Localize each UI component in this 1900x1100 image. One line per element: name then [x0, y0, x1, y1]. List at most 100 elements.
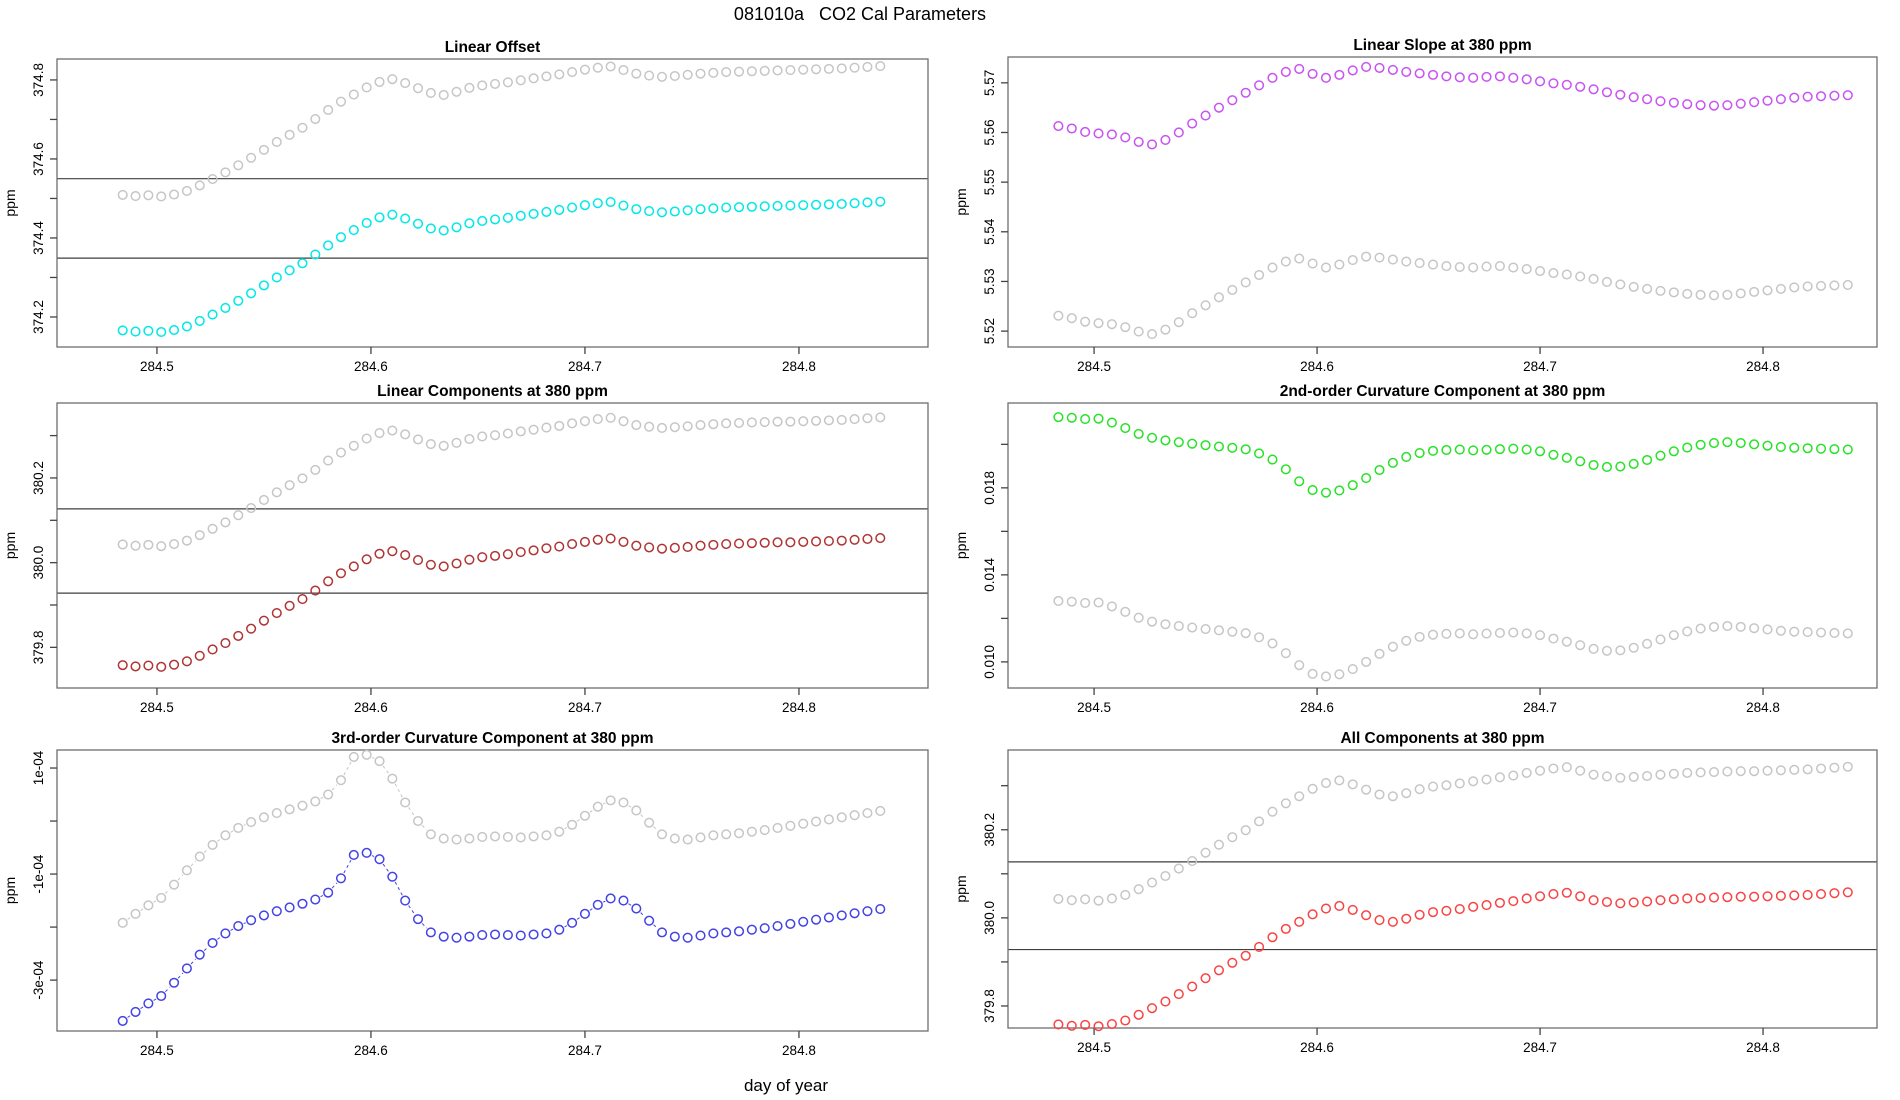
data-point [1454, 628, 1465, 639]
data-point [554, 826, 565, 837]
data-point [798, 818, 809, 829]
data-point [477, 552, 488, 563]
y-tick-label: 380.2 [982, 813, 997, 847]
data-point [798, 416, 809, 427]
data-point [1133, 1009, 1144, 1020]
data-point [605, 795, 616, 806]
data-point [1561, 636, 1572, 647]
data-point [592, 414, 603, 425]
data-point [1561, 887, 1572, 898]
data-point [1615, 898, 1626, 909]
data-point [130, 1006, 141, 1017]
data-point [1414, 258, 1425, 269]
data-point [759, 923, 770, 934]
data-point [1066, 1020, 1077, 1031]
data-point [1320, 262, 1332, 273]
series-connector [640, 814, 646, 819]
data-point [1361, 251, 1372, 262]
data-point [746, 66, 757, 77]
data-point [1200, 847, 1211, 858]
data-point [117, 539, 128, 550]
data-point [1615, 279, 1626, 290]
data-point [1535, 446, 1546, 457]
data-point [823, 912, 834, 923]
data-point [1227, 626, 1238, 637]
data-point [1307, 68, 1318, 79]
data-point [1267, 638, 1278, 649]
data-point [669, 422, 680, 433]
data-point [181, 321, 192, 332]
page-title: 081010a CO2 Cal Parameters [733, 4, 987, 24]
data-point [1106, 1018, 1117, 1030]
data-point [412, 555, 424, 566]
data-point [1575, 456, 1586, 467]
data-point [631, 204, 642, 215]
data-point [1053, 595, 1064, 607]
data-point [400, 78, 411, 89]
data-point [682, 932, 693, 943]
data-point [387, 546, 398, 557]
series-connector [382, 863, 390, 873]
data-point [605, 893, 616, 904]
data-point [798, 916, 809, 927]
data-point [246, 502, 257, 514]
data-point [1735, 891, 1746, 902]
data-point [1668, 97, 1679, 108]
data-point [708, 539, 719, 550]
data-point [1414, 631, 1425, 642]
data-point [1280, 256, 1291, 267]
data-point [348, 440, 359, 451]
data-point [1575, 891, 1586, 902]
data-point [1401, 256, 1412, 267]
data-point [1280, 648, 1291, 659]
data-point [1789, 626, 1800, 637]
data-point [1802, 889, 1813, 900]
data-point [348, 849, 359, 861]
series-connector [653, 924, 658, 929]
data-point [1254, 816, 1265, 827]
data-point [1347, 664, 1358, 675]
data-point [798, 536, 809, 547]
data-point [1708, 100, 1720, 111]
data-point [181, 963, 192, 974]
x-tick-label: 284.7 [1523, 1040, 1557, 1055]
data-point [1334, 259, 1345, 270]
data-point [1749, 439, 1760, 450]
data-point [695, 419, 706, 431]
data-point [798, 64, 809, 75]
x-tick-label: 284.6 [1300, 1040, 1334, 1055]
data-point [1387, 64, 1398, 75]
data-point [387, 871, 398, 882]
data-point [425, 829, 436, 840]
data-point [1187, 438, 1198, 449]
data-point [1120, 889, 1131, 900]
data-point [1347, 255, 1358, 266]
data-point [502, 549, 513, 560]
data-point [1749, 97, 1760, 108]
data-point [1187, 118, 1198, 129]
x-tick-label: 284.5 [1077, 359, 1111, 374]
data-point [579, 536, 591, 547]
data-point [1575, 640, 1586, 651]
data-point [656, 543, 668, 554]
data-point [1575, 765, 1586, 776]
data-point [1842, 761, 1853, 772]
data-point [1842, 90, 1853, 101]
data-point [117, 325, 128, 336]
y-tick-label: -1e-04 [31, 854, 46, 894]
data-point [1722, 289, 1733, 300]
data-point [464, 931, 475, 942]
data-point [502, 929, 513, 941]
panel-linear-components-380: Linear Components at 380 ppm 379.8 380.0 38… [2, 383, 929, 715]
y-tick-label: 374.4 [31, 221, 46, 255]
y-tick-label: 5.52 [982, 318, 997, 344]
data-point [1080, 126, 1091, 138]
data-point [220, 517, 231, 528]
data-point [1789, 442, 1800, 453]
data-point [631, 903, 642, 914]
data-point [1494, 772, 1505, 783]
data-point [721, 202, 732, 213]
data-point [169, 324, 180, 336]
series-connector [576, 916, 581, 920]
data-point [1213, 292, 1225, 303]
